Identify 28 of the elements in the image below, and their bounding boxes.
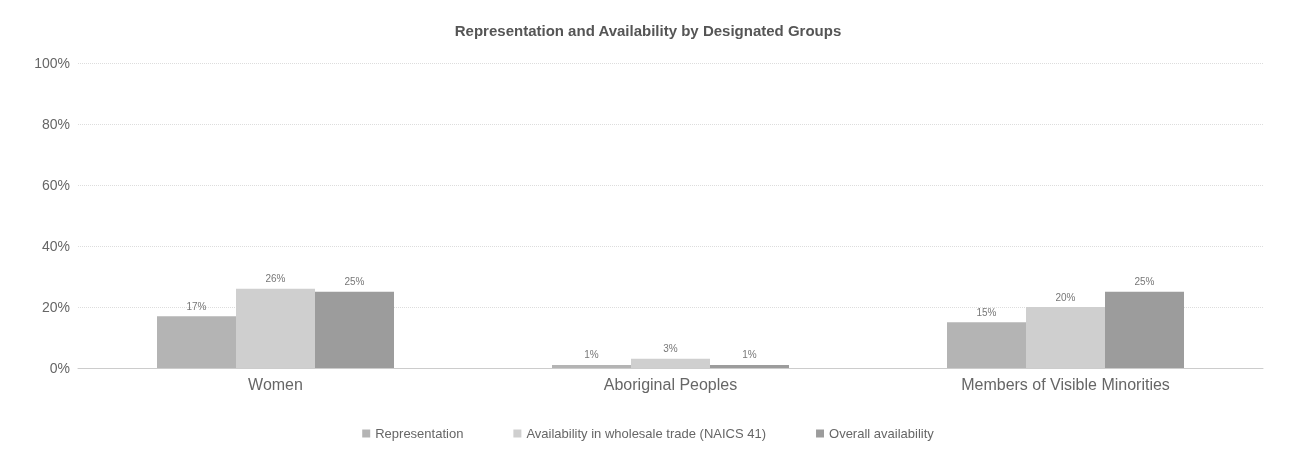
data-label: 1% xyxy=(742,349,757,361)
x-tick-label: Women xyxy=(248,375,303,393)
data-label: 25% xyxy=(1134,276,1155,288)
bar xyxy=(947,322,1026,368)
bar xyxy=(315,291,394,368)
data-label: 25% xyxy=(344,276,365,288)
y-tick-label: 80% xyxy=(41,116,70,132)
bar xyxy=(1105,291,1184,368)
legend-label: Availability in wholesale trade (NAICS 41) xyxy=(526,426,767,441)
bar xyxy=(157,316,236,368)
bar xyxy=(710,364,789,368)
legend-label: Representation xyxy=(375,426,464,441)
data-label: 15% xyxy=(976,306,997,318)
y-tick-label: 100% xyxy=(34,55,70,71)
chart-title: Representation and Availability by Designated Groups xyxy=(454,22,842,39)
bar xyxy=(552,364,631,368)
y-tick-label: 40% xyxy=(41,238,70,254)
y-tick-label: 20% xyxy=(41,299,70,315)
y-tick-label: 60% xyxy=(41,177,70,193)
x-tick-label: Aboriginal Peoples xyxy=(603,375,738,393)
x-tick-label: Members of Visible Minorities xyxy=(961,375,1170,393)
data-label: 1% xyxy=(584,349,599,361)
data-label: 20% xyxy=(1055,291,1076,303)
data-label: 17% xyxy=(186,300,207,312)
data-label: 26% xyxy=(265,273,286,285)
y-tick-label: 0% xyxy=(49,360,70,376)
legend-label: Overall availability xyxy=(829,426,935,441)
data-label: 3% xyxy=(663,343,678,355)
